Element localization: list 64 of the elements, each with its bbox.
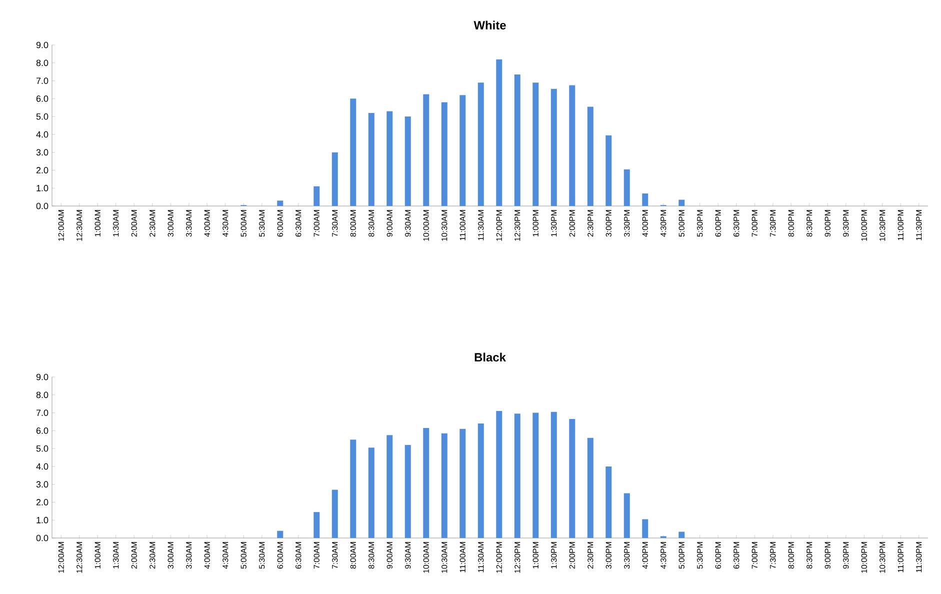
bar xyxy=(642,193,648,206)
bar xyxy=(441,433,448,538)
bar xyxy=(460,95,466,206)
bar xyxy=(460,428,466,538)
bar xyxy=(532,412,539,538)
bar xyxy=(350,98,356,206)
bar xyxy=(532,82,539,206)
y-tick-label: 3.0 xyxy=(36,481,48,488)
y-tick-label: 3.0 xyxy=(36,149,48,156)
y-tick-label: 8.0 xyxy=(36,392,48,398)
chart-title: White xyxy=(474,20,506,30)
bar xyxy=(569,419,576,538)
bar xyxy=(423,428,430,538)
bar xyxy=(404,444,411,538)
bar xyxy=(496,410,502,538)
bar xyxy=(386,111,393,206)
bar xyxy=(314,512,320,538)
bar xyxy=(314,186,320,206)
y-tick-label: 2.0 xyxy=(36,167,48,174)
y-tick-label: 0.0 xyxy=(36,534,48,542)
y-tick-label: 1.0 xyxy=(36,184,48,192)
bar xyxy=(332,152,338,206)
y-tick-label: 9.0 xyxy=(36,374,48,380)
y-tick-label: 6.0 xyxy=(36,427,48,434)
bar xyxy=(624,169,630,206)
y-tick-label: 8.0 xyxy=(36,60,48,66)
bar xyxy=(587,106,594,206)
bar xyxy=(277,200,284,206)
bar xyxy=(368,112,374,206)
y-tick-label: 7.0 xyxy=(36,410,48,416)
bar xyxy=(350,440,356,538)
bar xyxy=(587,438,594,538)
bar xyxy=(514,414,520,538)
y-tick-label: 4.0 xyxy=(36,463,48,470)
bar xyxy=(678,200,685,206)
bar xyxy=(642,519,648,538)
bar xyxy=(550,412,557,538)
bar xyxy=(386,435,393,538)
bar xyxy=(624,493,630,538)
y-tick-label: 4.0 xyxy=(36,131,48,138)
bar xyxy=(478,424,484,538)
bar xyxy=(550,88,557,206)
bar xyxy=(404,116,411,206)
bar xyxy=(368,448,374,538)
bar xyxy=(514,74,520,206)
bar xyxy=(478,82,484,206)
bar xyxy=(423,94,430,206)
y-tick-label: 5.0 xyxy=(36,445,48,452)
bar xyxy=(496,59,502,206)
bar xyxy=(277,530,284,538)
bar xyxy=(606,135,612,206)
y-tick-label: 5.0 xyxy=(36,113,48,120)
bar xyxy=(606,466,612,538)
bar xyxy=(332,490,338,538)
y-tick-label: 7.0 xyxy=(36,78,48,84)
y-tick-label: 0.0 xyxy=(36,202,48,210)
bar xyxy=(569,85,576,206)
bar xyxy=(678,532,685,538)
chart-title: Black xyxy=(474,352,506,362)
y-tick-label: 1.0 xyxy=(36,516,48,524)
y-tick-label: 9.0 xyxy=(36,42,48,48)
y-tick-label: 2.0 xyxy=(36,499,48,506)
bar xyxy=(441,102,448,206)
y-tick-label: 6.0 xyxy=(36,95,48,102)
